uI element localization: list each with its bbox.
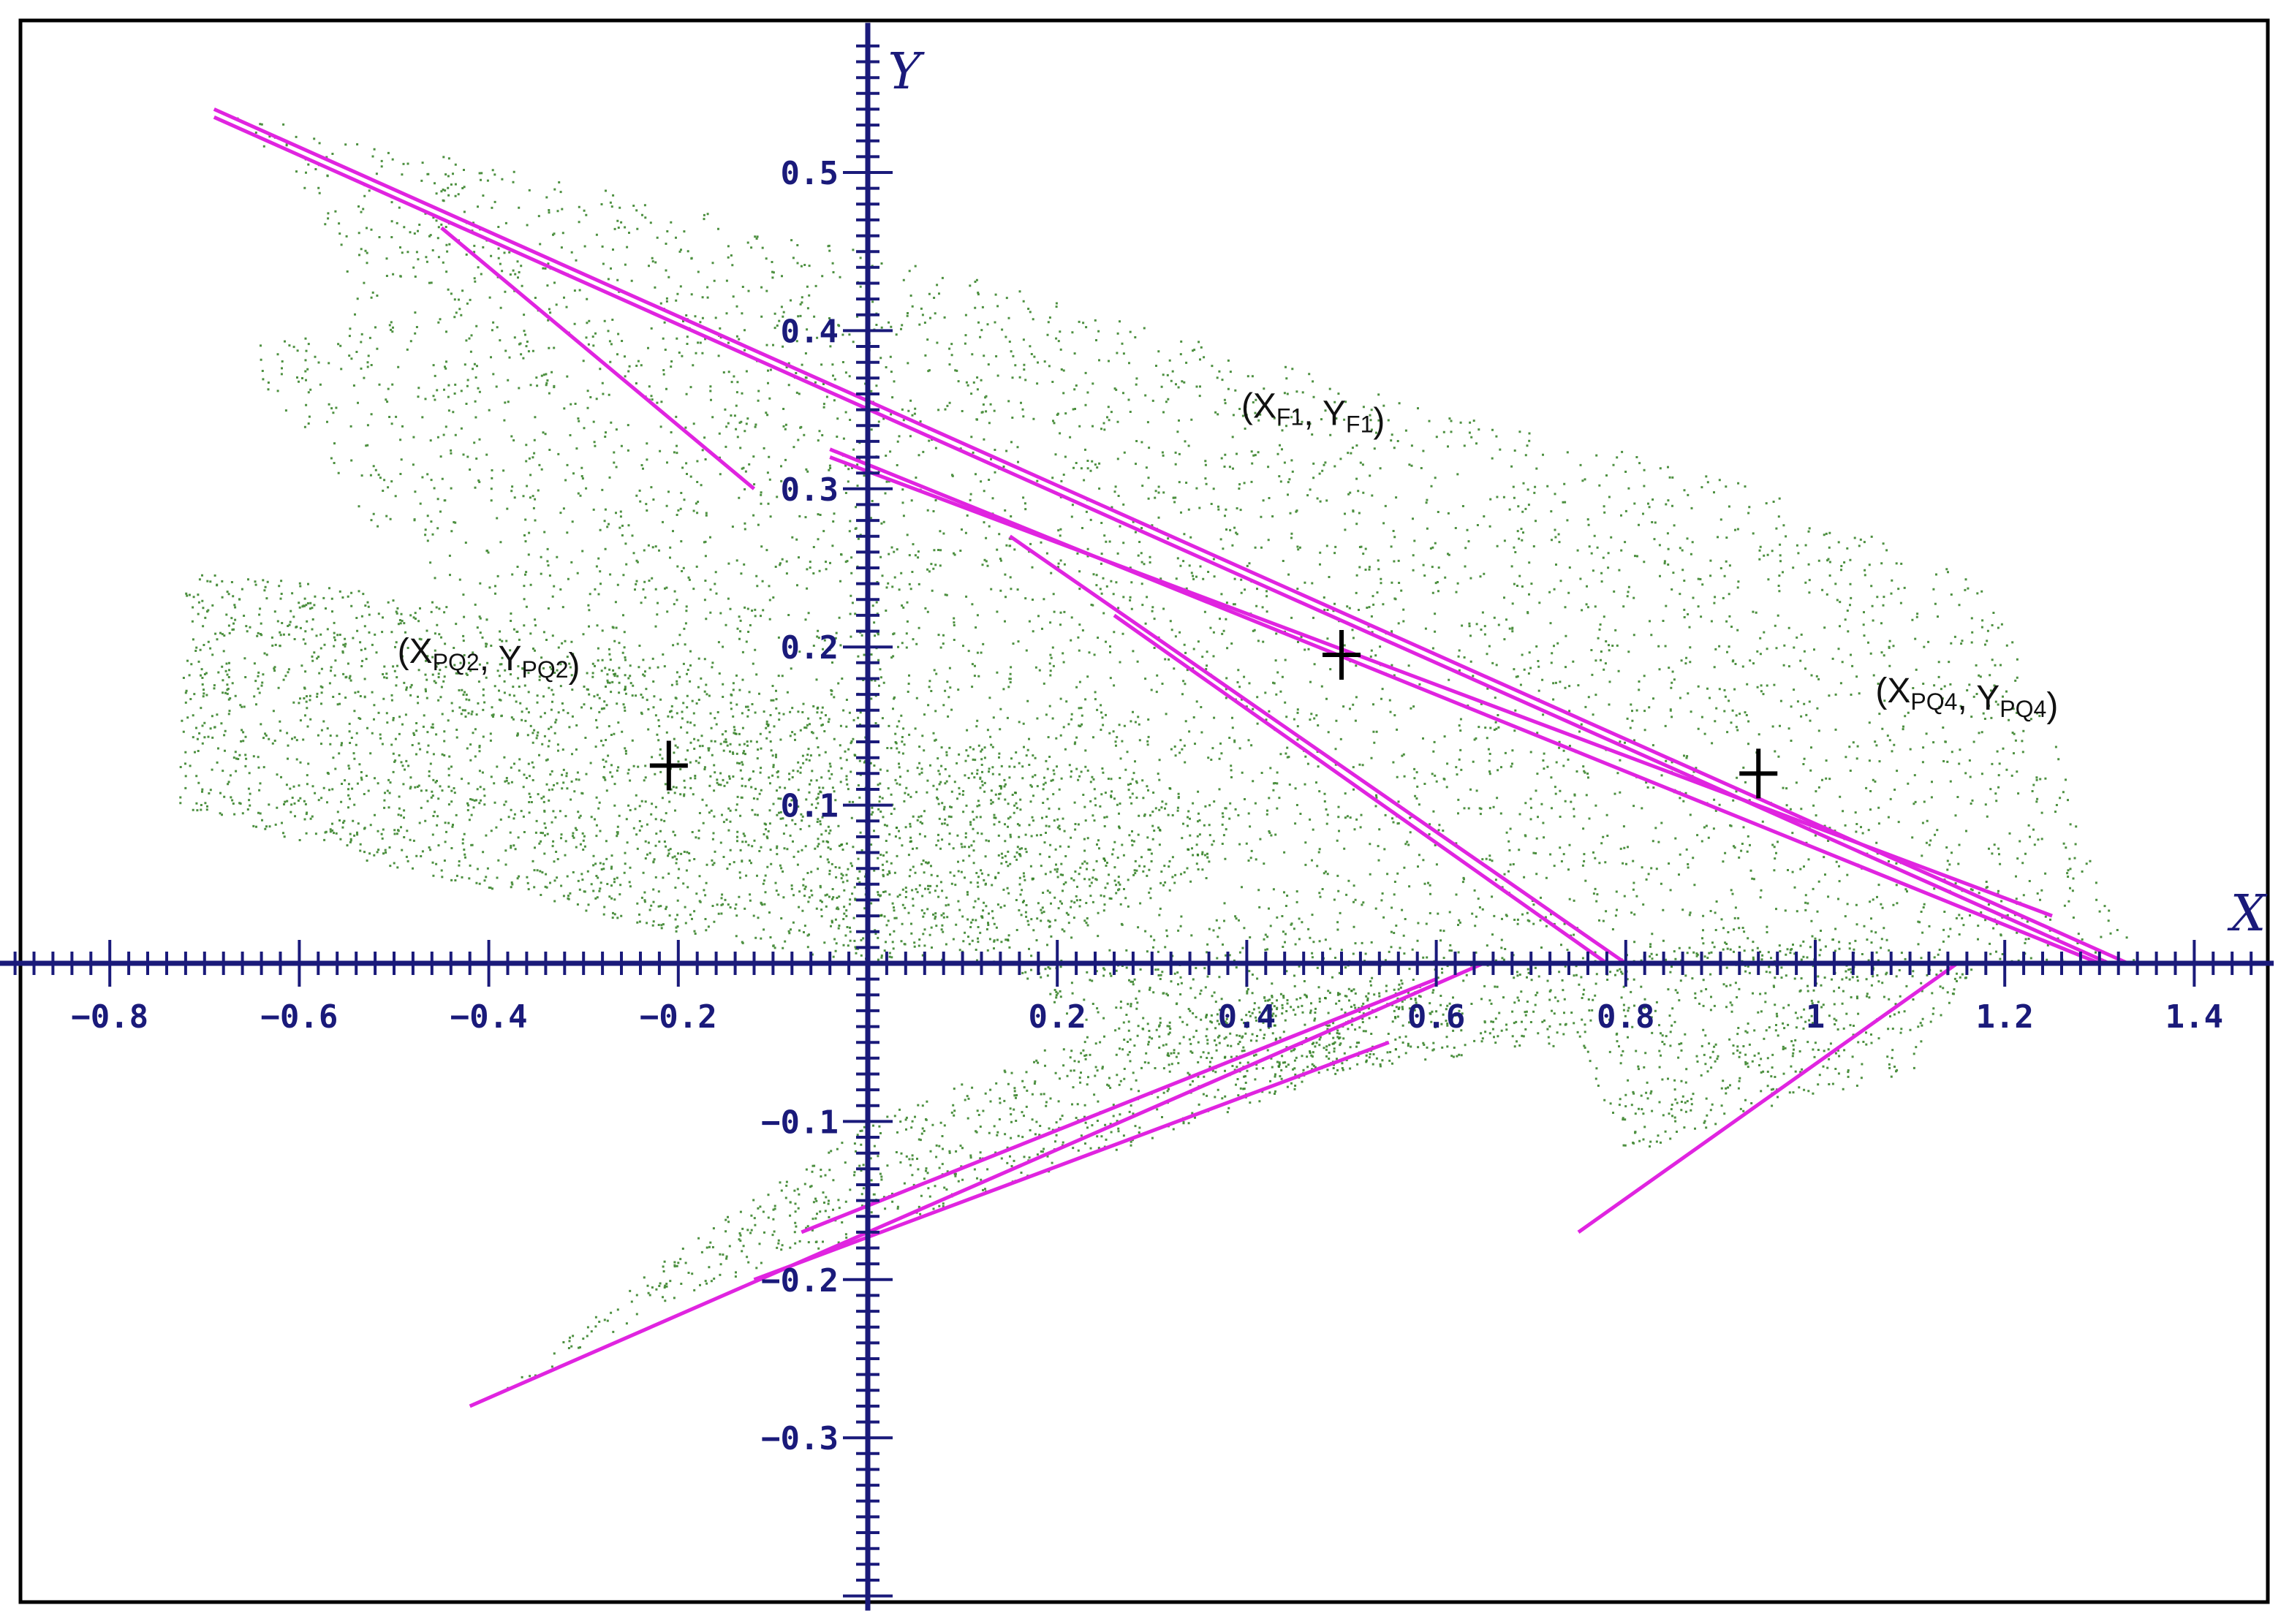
axes: −0.8 −0.6 −0.4 −0.2 0.2 0.4 0.6 0.8 1 1.2 1.4 −0.3 −… — [0, 23, 2274, 1611]
x-axis-name: X — [2227, 885, 2268, 943]
x-tick-label: 1.4 — [2165, 998, 2223, 1036]
annotation-label-2: (XPQ2, YPQ2) — [398, 632, 580, 686]
trajectory-lines — [213, 107, 2129, 1408]
cross-marker-3 — [1739, 748, 1778, 799]
y-tick-label: 0.2 — [781, 629, 839, 667]
y-axis-minor-ticks — [843, 44, 893, 1598]
cross-markers — [649, 630, 1778, 799]
annotation-label-3: (XPQ4, YPQ4) — [1875, 672, 2058, 725]
y-tick-label: −0.3 — [761, 1420, 839, 1457]
x-tick-label: −0.8 — [71, 998, 148, 1036]
trajectory-line-10 — [801, 977, 1437, 1234]
trajectory-line-5 — [829, 455, 2053, 918]
trajectory-line-3 — [440, 226, 756, 490]
y-axis-name: Y — [888, 43, 926, 101]
x-tick-label: 0.4 — [1218, 998, 1276, 1036]
y-tick-label: −0.2 — [761, 1262, 839, 1299]
annotations: (XF1, YF1) (XPQ2, YPQ2) (XPQ4, YPQ4) — [398, 387, 2059, 725]
y-tick-label: −0.1 — [761, 1104, 839, 1141]
x-tick-label: 1.2 — [1975, 998, 2033, 1036]
trajectory-line-7 — [1113, 613, 1608, 965]
cross-marker-1 — [649, 740, 688, 791]
cross-marker-2 — [1323, 630, 1361, 680]
trajectory-line-11 — [1577, 961, 1959, 1234]
trajectory-line-2 — [213, 115, 2110, 965]
x-tick-label: 0.2 — [1028, 998, 1086, 1036]
trajectory-line-8 — [469, 961, 1485, 1408]
trajectory-line-6 — [1008, 534, 1627, 965]
y-tick-label: 0.3 — [781, 471, 839, 509]
x-tick-label: −0.2 — [640, 998, 717, 1036]
x-tick-label: 0.8 — [1597, 998, 1654, 1036]
scatter-region-2 — [179, 574, 1240, 960]
x-axis-minor-ticks — [13, 940, 2253, 987]
trajectory-line-1 — [213, 107, 2129, 965]
x-tick-label: 0.6 — [1407, 998, 1465, 1036]
trajectory-line-9 — [753, 1040, 1390, 1282]
y-tick-label: 0.4 — [781, 313, 839, 350]
x-tick-label: −0.6 — [260, 998, 338, 1036]
y-tick-label: 0.5 — [781, 155, 839, 192]
y-tick-label: 0.1 — [781, 788, 839, 825]
x-tick-label: −0.4 — [450, 998, 528, 1036]
x-tick-label: 1 — [1806, 998, 1825, 1036]
annotation-label-1: (XF1, YF1) — [1241, 387, 1385, 440]
plot-frame — [18, 18, 2270, 1604]
